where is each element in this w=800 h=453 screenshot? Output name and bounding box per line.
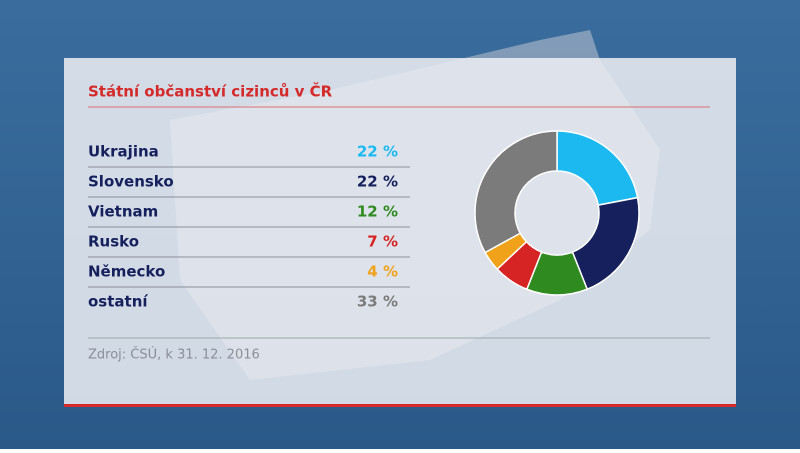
legend-table: Ukrajina 22 % Slovensko 22 % Vietnam 12 % Rusk… bbox=[88, 143, 410, 311]
value-label: 22 % bbox=[357, 143, 398, 161]
category-label: Ukrajina bbox=[88, 143, 159, 161]
category-label: Vietnam bbox=[88, 203, 158, 221]
donut bbox=[474, 130, 640, 296]
donut-slice bbox=[474, 130, 558, 254]
category-label: ostatní bbox=[88, 293, 148, 311]
chart-title: Státní občanství cizinců v ČR bbox=[88, 82, 333, 101]
donut-slice bbox=[556, 130, 639, 207]
source: Zdroj: ČSÚ, k 31. 12. 2016 bbox=[88, 347, 260, 363]
value-label: 12 % bbox=[357, 203, 398, 221]
value-label: 4 % bbox=[367, 263, 398, 281]
category-label: Rusko bbox=[88, 233, 139, 251]
value-label: 33 % bbox=[357, 293, 398, 311]
value-label: 22 % bbox=[357, 173, 398, 191]
category-label: Slovensko bbox=[88, 173, 174, 191]
panel-border bbox=[64, 404, 736, 407]
value-label: 7 % bbox=[367, 233, 398, 251]
category-label: Německo bbox=[88, 263, 165, 281]
donut-slice bbox=[571, 196, 640, 291]
